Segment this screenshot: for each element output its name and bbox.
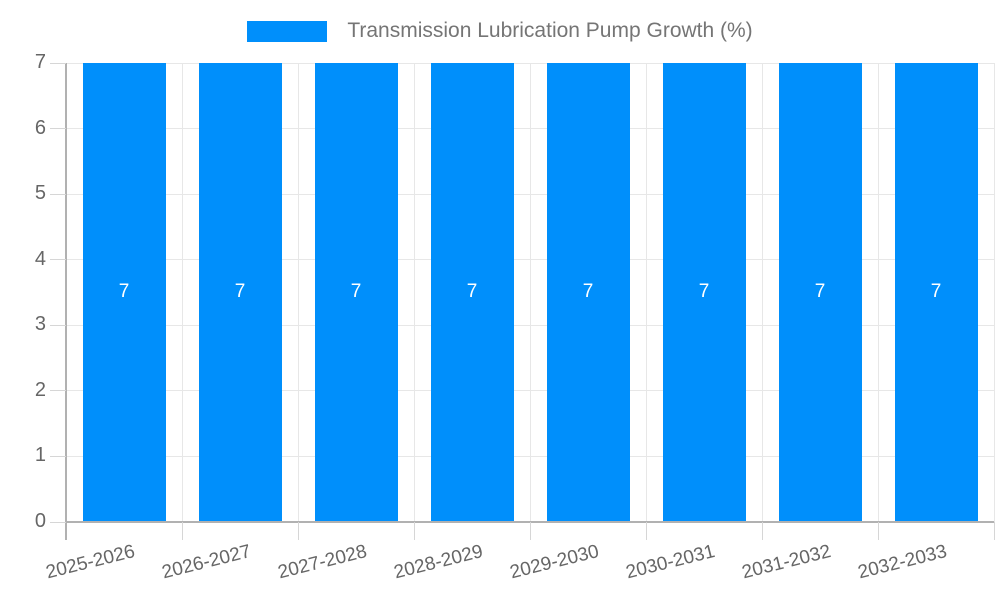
- y-tick: [50, 128, 66, 130]
- bar[interactable]: [82, 63, 166, 522]
- y-tick: [50, 193, 66, 195]
- y-axis-label: 6: [34, 116, 46, 139]
- y-tick: [50, 62, 66, 64]
- x-tick: [761, 522, 763, 540]
- y-tick: [50, 324, 66, 326]
- y-tick: [50, 259, 66, 261]
- x-tick: [413, 522, 415, 540]
- y-axis-label: 0: [34, 510, 46, 532]
- bar-value-label: 7: [350, 280, 362, 302]
- y-axis-label: 1: [34, 444, 46, 467]
- v-gridline: [877, 63, 879, 522]
- bar[interactable]: [662, 63, 746, 522]
- bar[interactable]: [430, 63, 514, 522]
- y-axis-label: 3: [34, 313, 46, 336]
- legend-swatch-icon: [247, 20, 328, 42]
- bar[interactable]: [778, 63, 862, 522]
- bar[interactable]: [198, 63, 282, 522]
- bar-value-label: 7: [698, 280, 710, 302]
- v-gridline: [645, 63, 647, 522]
- y-axis-label: 7: [34, 51, 46, 73]
- bar-value-label: 7: [118, 280, 130, 302]
- v-gridline: [993, 63, 995, 522]
- y-axis-label: 4: [34, 247, 46, 270]
- y-axis-line: [65, 63, 67, 540]
- bar-value-label: 7: [234, 280, 246, 302]
- v-gridline: [297, 63, 299, 522]
- y-tick: [50, 455, 66, 457]
- x-tick: [645, 522, 647, 540]
- y-tick: [50, 521, 66, 523]
- x-tick: [181, 522, 183, 540]
- v-gridline: [181, 63, 183, 522]
- x-tick: [877, 522, 879, 540]
- bar-value-label: 7: [814, 280, 826, 302]
- x-tick: [993, 522, 995, 540]
- bar-value-label: 7: [930, 280, 942, 302]
- bar[interactable]: [894, 63, 978, 522]
- x-tick: [297, 522, 299, 540]
- v-gridline: [413, 63, 415, 522]
- legend-label: Transmission Lubrication Pump Growth (%): [347, 19, 753, 42]
- y-tick: [50, 390, 66, 392]
- y-axis-label: 5: [34, 182, 46, 205]
- bar-value-label: 7: [466, 280, 478, 302]
- y-axis-label: 2: [34, 378, 46, 401]
- chart-legend[interactable]: Transmission Lubrication Pump Growth (%): [0, 20, 1000, 42]
- bar[interactable]: [546, 63, 630, 522]
- bar-value-label: 7: [582, 280, 594, 302]
- bar[interactable]: [314, 63, 398, 522]
- x-tick: [529, 522, 531, 540]
- v-gridline: [529, 63, 531, 522]
- v-gridline: [761, 63, 763, 522]
